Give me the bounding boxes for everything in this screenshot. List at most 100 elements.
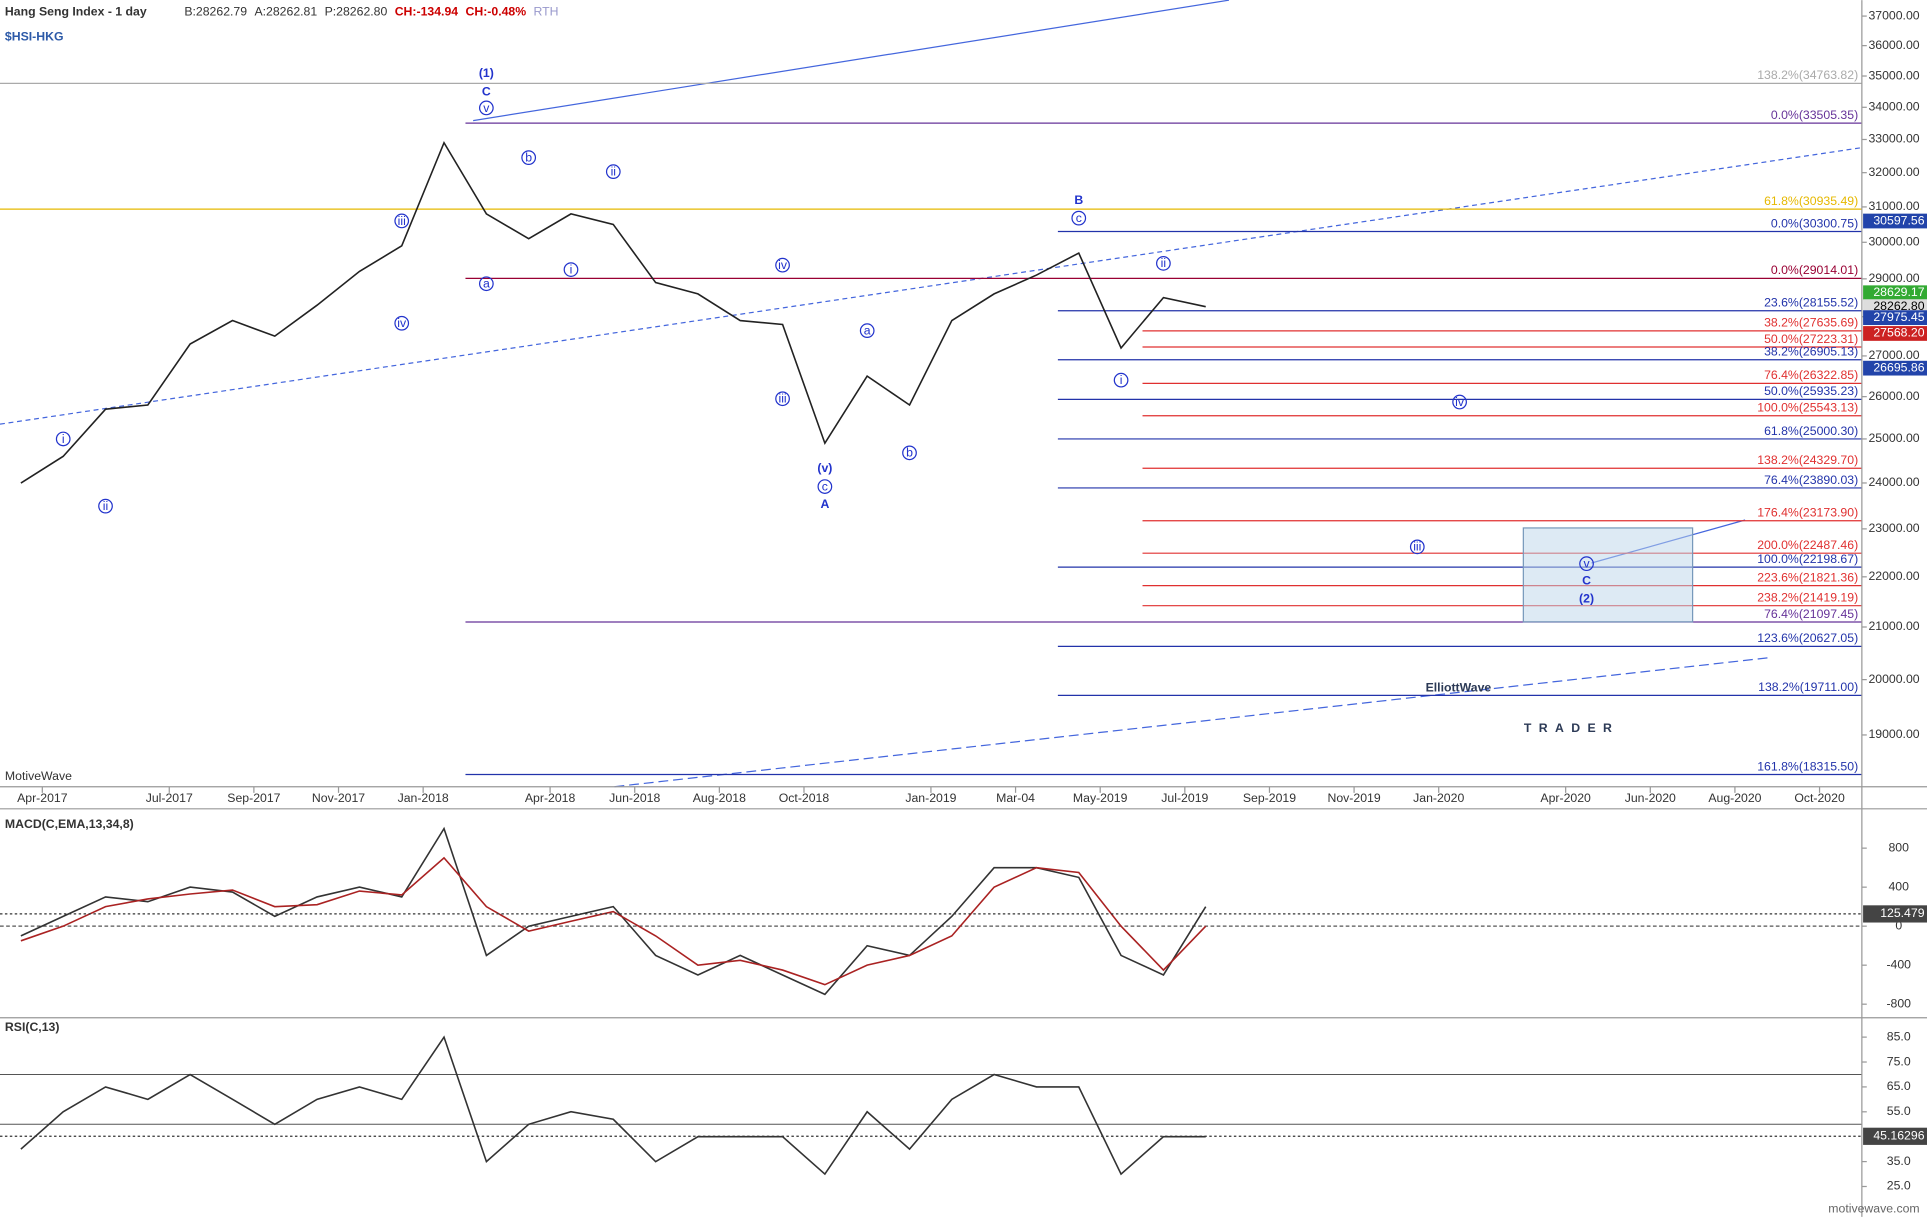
- x-tick-label: Nov-2017: [312, 791, 365, 805]
- y-tick-label: 32000.00: [1868, 165, 1919, 179]
- fib-label: 223.6%(21821.36): [1757, 570, 1858, 584]
- fib-label: 138.2%(34763.82): [1757, 68, 1858, 82]
- fib-label: 23.6%(28155.52): [1764, 296, 1858, 310]
- x-tick-label: Oct-2020: [1794, 791, 1845, 805]
- wave-circle: [478, 276, 494, 292]
- fib-label: 200.0%(22487.46): [1757, 538, 1858, 552]
- series-line: [20, 140, 1206, 484]
- series-line: [20, 826, 1207, 996]
- price-tag: [1863, 310, 1927, 326]
- quote: RTH: [534, 5, 559, 19]
- fib-label: 161.8%(18315.50): [1757, 759, 1858, 773]
- wave-circle: [775, 257, 790, 273]
- y-tick-label: 0: [1895, 918, 1902, 932]
- fib-label: 100.0%(25543.13): [1757, 401, 1858, 415]
- wave-circle: [902, 445, 917, 461]
- wave-circle: [817, 479, 833, 494]
- wave-label: a: [483, 277, 490, 291]
- x-tick-label: Jan-2018: [398, 791, 449, 805]
- price-tag-label: 28262.80: [1873, 299, 1924, 313]
- y-tick-label: 36000.00: [1868, 38, 1919, 52]
- fib-label: 61.8%(30935.49): [1764, 194, 1858, 208]
- y-tick-label: 21000.00: [1868, 619, 1919, 633]
- wave-label: ii: [611, 165, 616, 179]
- series-line: [20, 856, 1207, 986]
- y-tick-label: 27000.00: [1868, 348, 1919, 362]
- marker-label: 45.16296: [1873, 1129, 1924, 1143]
- wave-label: v: [483, 101, 490, 115]
- fib-label: 100.0%(22198.67): [1757, 552, 1858, 566]
- fib-label: 176.4%(23173.90): [1757, 506, 1858, 520]
- y-tick-label: 19000.00: [1868, 727, 1919, 741]
- y-tick-label: 29000.00: [1868, 271, 1919, 285]
- y-tick-label: 55.0: [1887, 1104, 1911, 1118]
- logo-tagline: TRADER: [1524, 721, 1619, 735]
- quote: CH:-134.94: [395, 5, 459, 19]
- wave-label: iii: [778, 392, 786, 406]
- fib-label: 76.4%(26322.85): [1764, 368, 1858, 382]
- wave-label: i: [1120, 373, 1123, 387]
- y-tick-label: 24000.00: [1868, 475, 1919, 489]
- wave-label: ii: [1161, 256, 1166, 270]
- trendline: [473, 0, 1230, 122]
- y-tick-label: 33000.00: [1868, 132, 1919, 146]
- wave-circle: [859, 323, 875, 339]
- wave-circle: [55, 431, 71, 447]
- target-box: [1522, 527, 1694, 623]
- panel-title: RSI(C,13): [5, 1020, 60, 1034]
- y-tick-label: 85.0: [1887, 1029, 1911, 1043]
- fib-label: 61.8%(25000.30): [1764, 424, 1858, 438]
- site: motivewave.com: [1828, 1202, 1919, 1216]
- wave-circle: [605, 164, 621, 180]
- wave-circle: [1452, 394, 1467, 410]
- wave-label: (2): [1579, 591, 1594, 605]
- wave-circle: [1113, 372, 1129, 388]
- x-tick-label: Jul-2019: [1161, 791, 1208, 805]
- marker-label: 125.479: [1880, 906, 1925, 920]
- wave-circle: [563, 262, 579, 277]
- wave-label: v: [1583, 557, 1590, 571]
- fib-label: 123.6%(20627.05): [1757, 631, 1858, 645]
- x-tick-label: Sep-2019: [1243, 791, 1296, 805]
- y-tick-label: 35.0: [1887, 1154, 1911, 1168]
- marker-tag: [1863, 905, 1927, 923]
- y-tick-label: 800: [1888, 840, 1909, 854]
- x-tick-label: Mar-04: [996, 791, 1035, 805]
- price-tag-label: 27975.45: [1873, 310, 1924, 324]
- y-tick-label: 400: [1888, 879, 1909, 893]
- fib-label: 238.2%(21419.19): [1757, 591, 1858, 605]
- wave-label: iv: [1455, 395, 1465, 409]
- wave-label: C: [1582, 574, 1591, 588]
- wave-label: A: [820, 497, 829, 511]
- wave-label: i: [570, 262, 573, 276]
- wave-label: b: [906, 446, 913, 460]
- chart-title: Hang Seng Index - 1 day: [5, 5, 147, 19]
- wave-circle: [478, 100, 494, 116]
- y-tick-label: -400: [1886, 957, 1911, 971]
- marker-tag: [1863, 1127, 1927, 1145]
- wave-circle: [98, 498, 113, 514]
- wave-label: b: [525, 150, 532, 164]
- x-tick-label: Apr-2017: [17, 791, 68, 805]
- x-tick-label: Sep-2017: [227, 791, 280, 805]
- wave-label: ii: [103, 499, 108, 513]
- platform: MotiveWave: [5, 769, 72, 783]
- wave-circle: [1071, 210, 1087, 226]
- logo: ElliottWave: [1426, 681, 1492, 695]
- x-tick-label: Aug-2020: [1708, 791, 1761, 805]
- symbol: $HSI-HKG: [5, 29, 64, 43]
- y-tick-label: 20000.00: [1868, 672, 1919, 686]
- fib-label: 38.2%(26905.13): [1764, 345, 1858, 359]
- quote: P:28262.80: [325, 5, 388, 19]
- trendline: [0, 147, 1862, 425]
- x-tick-label: Apr-2020: [1540, 791, 1591, 805]
- y-tick-label: 65.0: [1887, 1079, 1911, 1093]
- fib-label: 50.0%(25935.23): [1764, 384, 1858, 398]
- wave-label: i: [62, 432, 65, 446]
- wave-circle: [1579, 556, 1594, 572]
- wave-label: iv: [397, 316, 407, 330]
- y-tick-label: 34000.00: [1868, 100, 1919, 114]
- y-tick-label: 23000.00: [1868, 521, 1919, 535]
- fib-label: 0.0%(33505.35): [1771, 108, 1858, 122]
- wave-label: a: [864, 324, 871, 338]
